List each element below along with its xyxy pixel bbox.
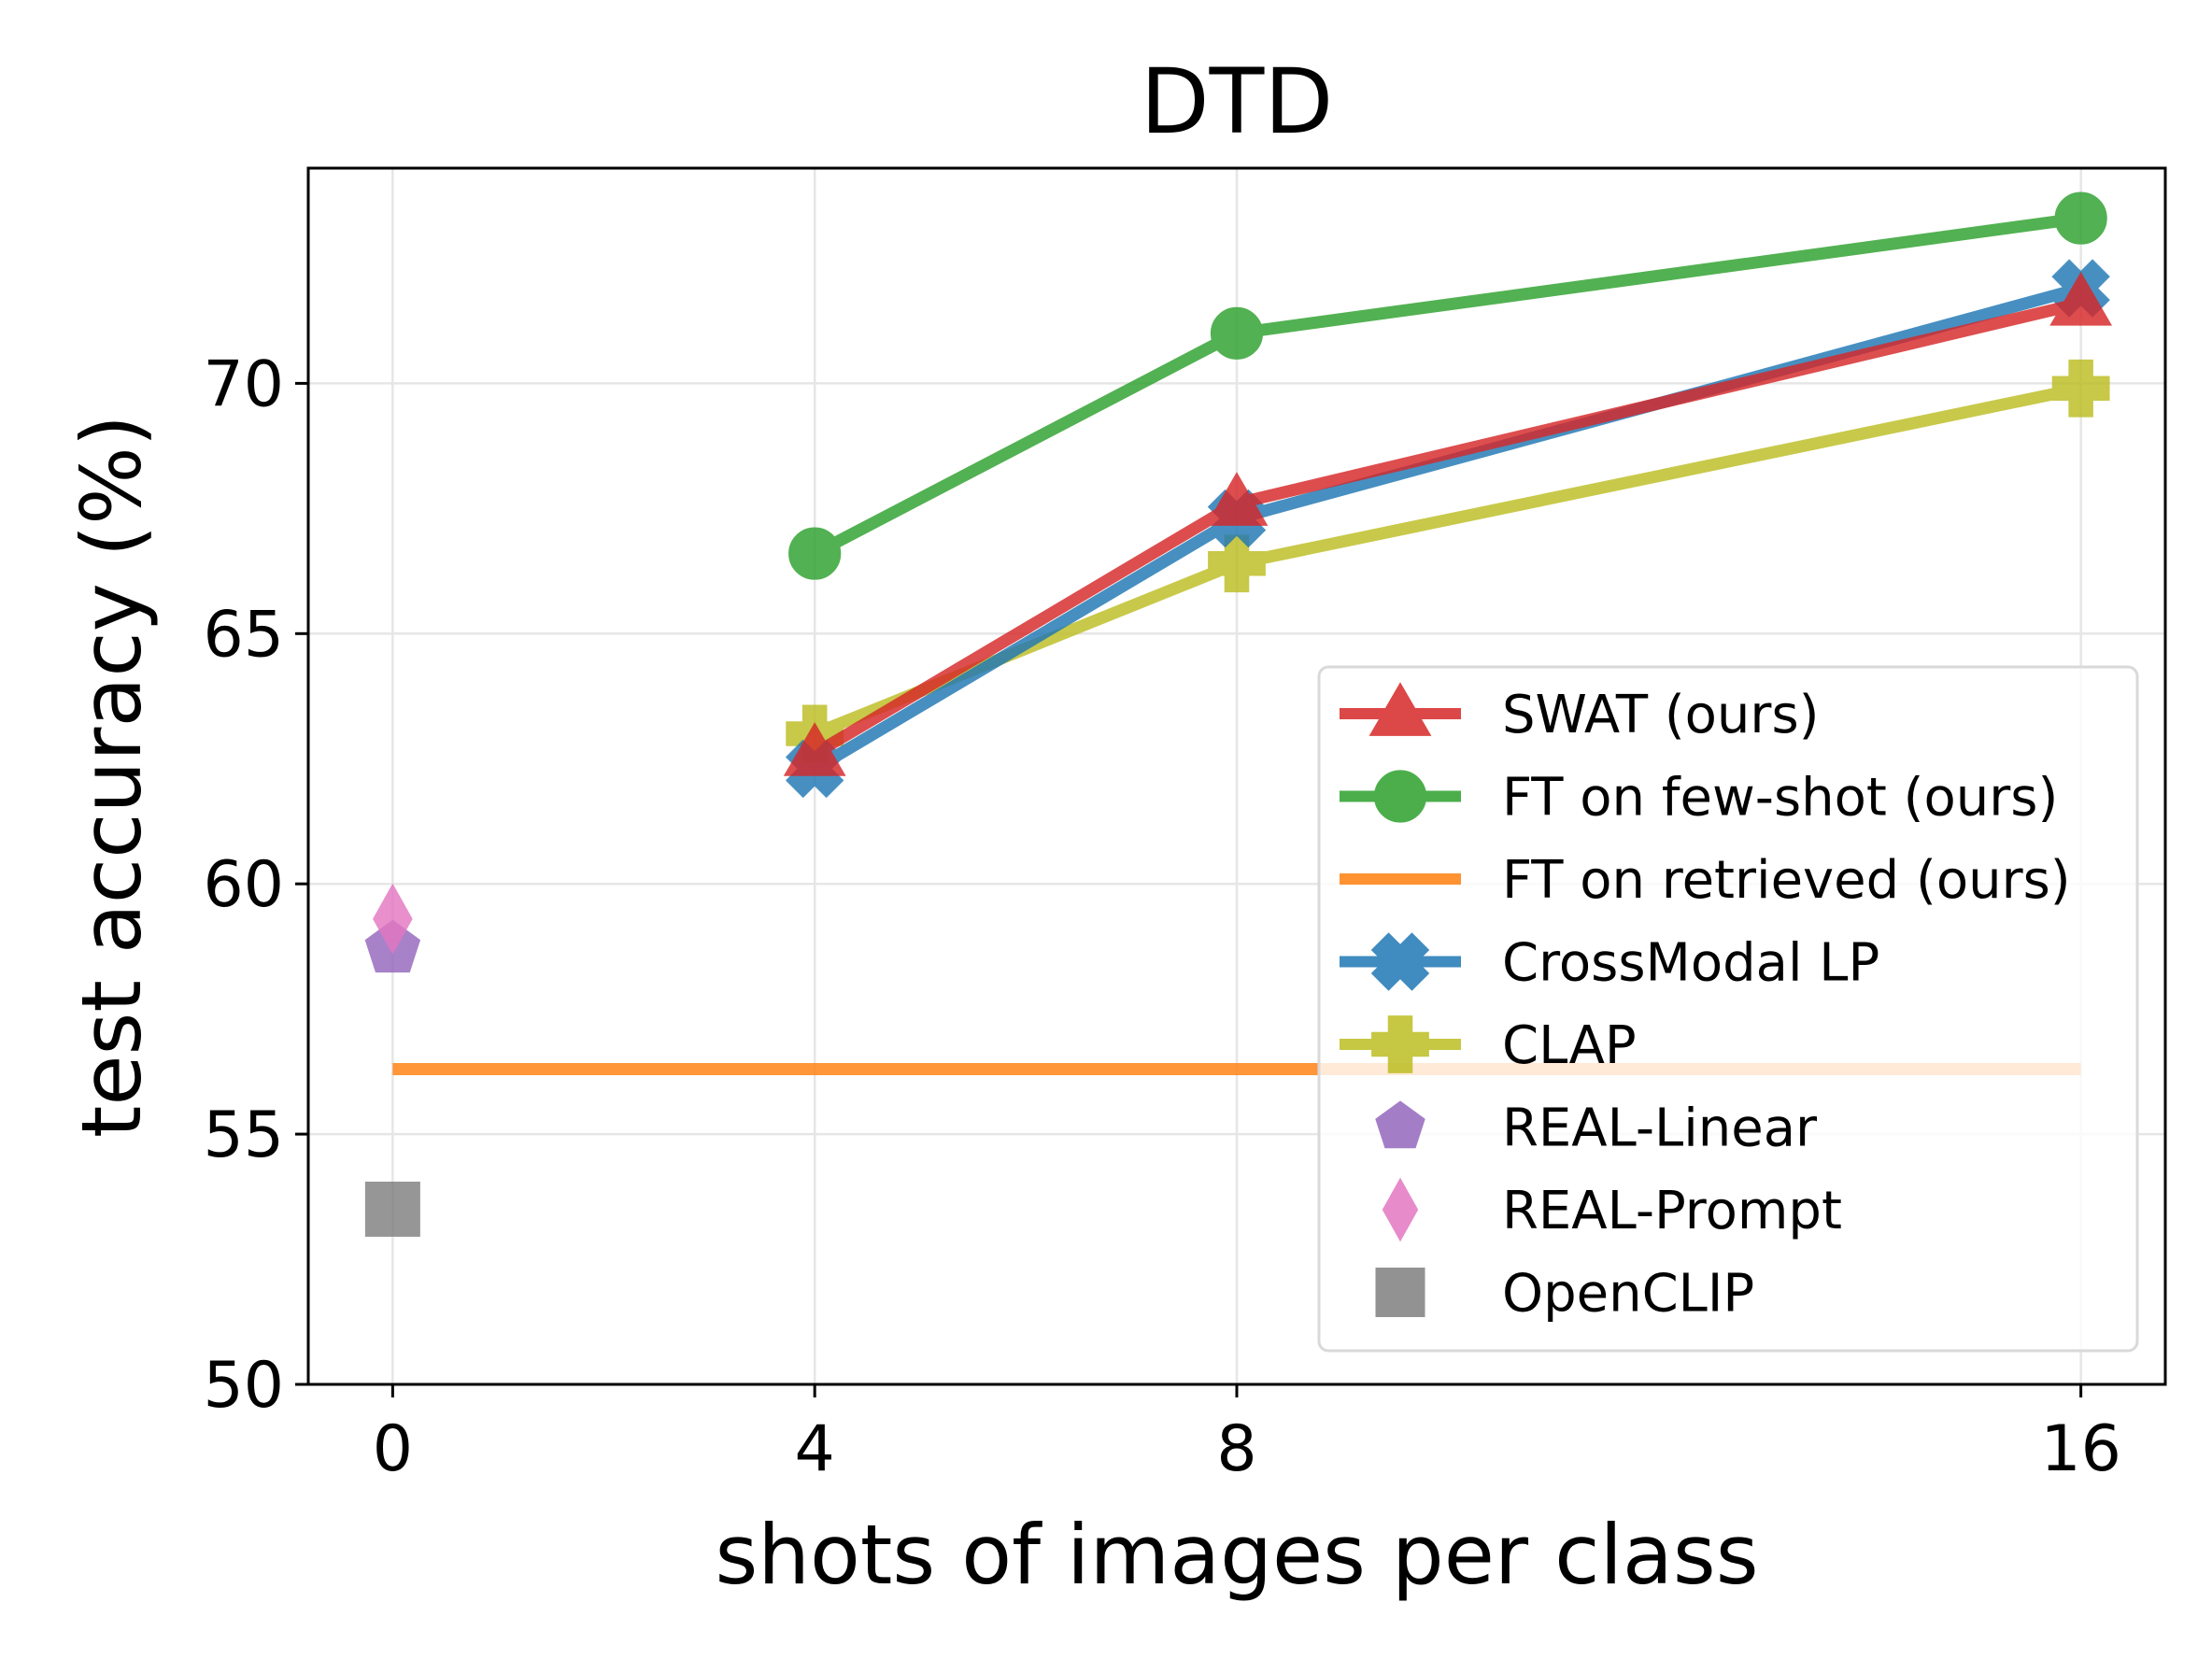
legend-label: CrossModal LP [1502,933,1879,994]
y-axis-label: test accuracy (%) [64,415,160,1138]
legend-item [1340,932,1461,991]
y-tick-label: 60 [203,848,284,922]
y-tick-label: 50 [203,1349,284,1423]
data-point [2049,271,2113,326]
legend-box [1317,665,2139,1353]
data-point [2051,359,2110,418]
legend-swatch-marker [1371,1015,1429,1073]
legend-swatch-marker [1368,682,1432,736]
legend-label: REAL-Linear [1502,1099,1818,1159]
series-swat-ours [783,271,2113,776]
legend-label: CLAP [1502,1015,1637,1076]
x-tick-label: 0 [373,1412,413,1486]
legend-item [1340,770,1461,823]
x-tick-label: 16 [2040,1412,2121,1486]
data-point [1208,534,1266,593]
legend-label: SWAT (ours) [1502,685,1819,745]
series-real-prompt [373,883,413,955]
legend-label: FT on few-shot (ours) [1502,768,2058,829]
legend-label: OpenCLIP [1502,1264,1754,1325]
data-point [373,883,413,955]
data-point [2054,191,2107,245]
legend-item [1340,682,1461,736]
y-tick-label: 70 [203,347,284,421]
legend-swatch-marker [1382,1177,1419,1242]
data-point [783,722,846,776]
data-point [364,1181,420,1237]
legend-item [1375,1268,1425,1317]
data-point [1205,472,1269,526]
x-tick-label: 4 [795,1412,835,1486]
legend-swatch-marker [1375,1268,1425,1317]
chart-title: DTD [1141,50,1333,154]
legend: SWAT (ours) FT on few-shot (ours) FT on re… [1317,665,2139,1353]
legend-item [1375,1100,1425,1149]
series-openclip [364,1181,420,1237]
series-line [812,212,2082,560]
legend-item [1340,1015,1461,1073]
legend-label: REAL-Prompt [1502,1181,1842,1241]
series-ft-on-few-shot-ours [788,191,2107,580]
y-tick-label: 55 [203,1099,284,1172]
legend-swatch-marker [1370,932,1430,991]
x-tick-label: 8 [1216,1412,1256,1486]
y-tick-label: 65 [203,598,284,672]
data-point [1210,306,1264,360]
x-axis-label: shots of images per class [715,1507,1758,1603]
legend-swatch-marker [1373,770,1427,823]
legend-label: FT on retrieved (ours) [1502,850,2071,911]
legend-item [1382,1177,1419,1242]
ticks: 50 55 60 65 70 0 4 8 16 [203,347,2120,1486]
data-point [788,527,842,580]
legend-swatch-marker [1375,1100,1425,1149]
